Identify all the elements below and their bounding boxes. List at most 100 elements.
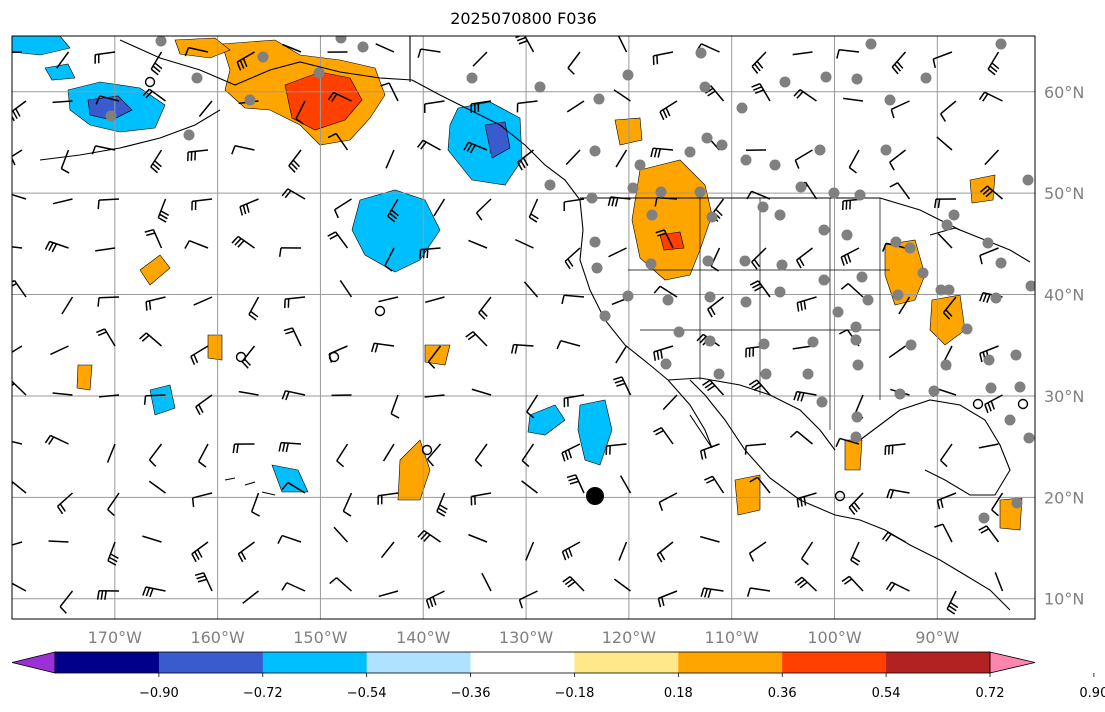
wind-barb	[841, 575, 864, 592]
wind-barb	[934, 523, 953, 543]
cold-area-south3	[149, 384, 176, 416]
colorbar-tick-label: −0.72	[243, 686, 283, 701]
wind-barb	[748, 379, 771, 396]
wind-barb	[991, 492, 1004, 517]
station-dot	[1023, 432, 1035, 444]
wind-barb	[417, 530, 441, 543]
wind-barb	[658, 492, 678, 512]
wind-barb	[12, 193, 27, 200]
station-dot	[335, 36, 347, 44]
station-dot	[807, 336, 819, 348]
station-dot	[1011, 497, 1023, 509]
colorbar-tick-label: −0.54	[347, 686, 387, 701]
wind-barb	[608, 247, 627, 258]
wind-barb	[380, 541, 395, 559]
warm-area-north2	[969, 174, 996, 204]
wind-barb	[746, 190, 771, 200]
wind-barb	[751, 51, 767, 74]
wind-barb	[284, 296, 306, 309]
wind-barb	[44, 240, 69, 253]
station-dot	[645, 258, 657, 270]
wind-barb	[619, 475, 632, 494]
station-dot	[852, 359, 864, 371]
wind-barb	[792, 51, 813, 56]
wind-barb	[385, 149, 395, 169]
colorbar-tick-label: 0.54	[872, 686, 901, 701]
station-dot	[917, 267, 929, 279]
wind-barb	[425, 296, 445, 304]
station-dot	[105, 110, 117, 122]
wind-barb	[707, 296, 724, 318]
wind-barb	[424, 394, 445, 398]
wind-barb	[433, 198, 446, 217]
wind-barb	[327, 132, 349, 151]
border-us-canada	[580, 197, 961, 231]
wind-barb	[528, 198, 539, 223]
station-dot	[982, 237, 994, 249]
wind-barb	[607, 196, 631, 207]
wind-barb	[700, 587, 724, 599]
wind-barb	[387, 198, 399, 223]
gridlines	[12, 36, 1035, 619]
station-dot	[183, 129, 195, 141]
station-dot	[662, 294, 674, 306]
wind-barb	[52, 100, 73, 104]
wind-barb	[795, 247, 813, 269]
wind-barb	[523, 281, 539, 298]
wind-barb	[617, 36, 628, 53]
colorbar-segment	[55, 652, 160, 673]
cold-area-south1	[577, 399, 613, 466]
wind-barb	[515, 36, 535, 53]
station-dot	[466, 72, 478, 84]
wind-barb	[481, 572, 492, 592]
wind-barb	[52, 198, 73, 205]
wind-barb	[241, 345, 256, 369]
wind-barb	[978, 91, 1003, 102]
colorbar-segment	[782, 652, 887, 673]
station-dot	[1004, 414, 1016, 426]
wind-barb	[50, 345, 69, 356]
station-dot	[905, 339, 917, 351]
wind-barb	[800, 541, 814, 566]
wind-barb	[978, 443, 999, 449]
wind-barb	[148, 443, 163, 467]
wind-barb	[195, 394, 213, 416]
wind-barb	[278, 441, 302, 453]
lon-label: 140°W	[396, 628, 451, 647]
wind-barb	[840, 247, 860, 266]
station-dot	[599, 310, 611, 322]
wind-barb	[143, 394, 166, 405]
warm-area-pac8	[207, 334, 223, 361]
wind-barb	[563, 198, 585, 211]
lon-label: 170°W	[88, 628, 143, 647]
wind-barb	[843, 97, 864, 102]
wind-barb	[142, 586, 166, 598]
station-dot	[774, 209, 786, 221]
wind-barb	[384, 247, 395, 272]
wind-barb	[792, 345, 813, 350]
wind-barb	[605, 443, 627, 455]
wind-barb	[939, 443, 953, 468]
wind-barb	[618, 541, 628, 561]
wind-barb	[277, 534, 302, 544]
wind-barb	[56, 51, 70, 69]
station-dot	[660, 358, 672, 370]
station-dot	[854, 189, 866, 201]
station-dot	[828, 187, 840, 199]
wind-barb	[567, 51, 581, 75]
wind-barb	[95, 95, 120, 105]
station-dot	[774, 286, 786, 298]
wind-barb	[427, 345, 442, 369]
wind-barb	[796, 492, 817, 508]
wind-barb	[987, 51, 1000, 76]
station-dot	[1025, 280, 1035, 292]
wind-barb	[518, 590, 538, 609]
wind-barb	[884, 443, 906, 455]
station-dot	[776, 259, 788, 271]
wind-barb	[295, 100, 306, 125]
station-dot	[880, 144, 892, 156]
wind-barb	[190, 345, 209, 365]
warm-area-pac2	[424, 344, 451, 366]
wind-barb	[327, 231, 349, 249]
wind-barb	[12, 582, 27, 592]
